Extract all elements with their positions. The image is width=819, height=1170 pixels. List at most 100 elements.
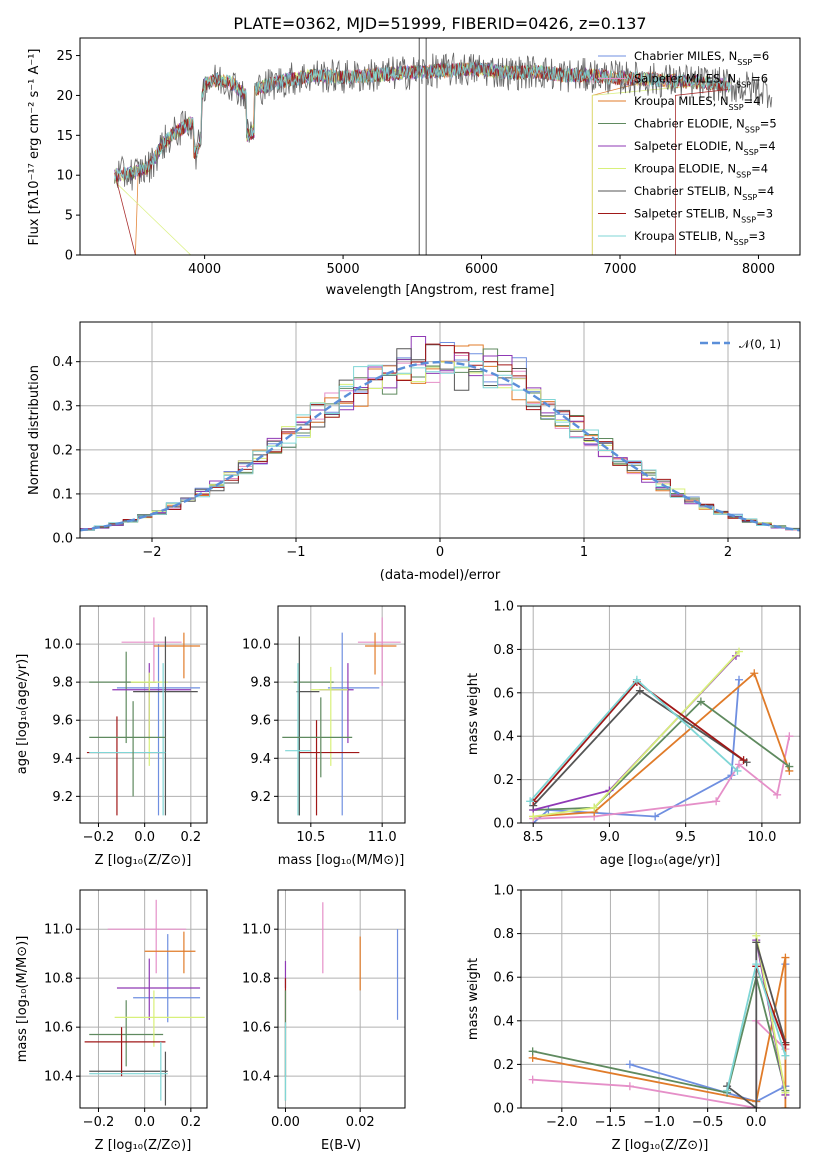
residuals-xtick-label: −2 bbox=[142, 545, 161, 560]
spectrum-xtick-label: 7000 bbox=[603, 262, 636, 277]
mw-metal-marker bbox=[528, 1075, 537, 1084]
residuals-ylabel: Normed distribution bbox=[27, 365, 42, 495]
spectrum-ytick-label: 5 bbox=[65, 209, 73, 224]
residuals-ytick-label: 0.1 bbox=[52, 487, 73, 502]
age-metal-ytick-label: 9.2 bbox=[52, 790, 73, 805]
mass-metal-ytick-label: 11.0 bbox=[44, 923, 73, 938]
mw-age-ylabel: mass weight bbox=[466, 673, 481, 755]
mw-metal-xtick-label: −2.0 bbox=[546, 1115, 578, 1130]
mw-age-ytick-label: 0.4 bbox=[493, 730, 514, 745]
age-metal-xtick-label: 0.0 bbox=[134, 830, 155, 845]
spectrum-panel: PLATE=0362, MJD=51999, FIBERID=0426, z=0… bbox=[27, 14, 801, 298]
mw-age-marker bbox=[735, 647, 744, 656]
mass-ebv-panel: 0.00 0.02 10.4 10.6 10.8 11.0 E(B-V) bbox=[242, 889, 406, 1153]
mw-age-ytick-label: 1.0 bbox=[493, 600, 514, 615]
mass-metal-xlabel: Z [log₁₀(Z/Z⊙)] bbox=[95, 1138, 192, 1153]
mw-age-xtick-label: 9.5 bbox=[675, 830, 696, 845]
age-metal-xtick-label: 0.2 bbox=[180, 830, 201, 845]
legend-label: Kroupa ELODIE, NSSP=4 bbox=[634, 162, 768, 180]
age-metal-ytick-label: 9.4 bbox=[52, 752, 73, 767]
spectrum-ytick-label: 25 bbox=[56, 49, 73, 64]
mw-age-panel: 8.5 9.0 9.5 10.0 0.0 0.2 0.4 0.6 0.8 1.0 age [log… bbox=[466, 600, 801, 868]
mw-metal-line-kroupa-miles bbox=[532, 957, 787, 1108]
mass-ebv-ytick-label: 10.6 bbox=[242, 1021, 271, 1036]
legend-label: 𝒩(0, 1) bbox=[739, 337, 781, 351]
mw-metal-series-group bbox=[528, 931, 790, 1108]
legend-label: Salpeter MILES, NSSP=6 bbox=[634, 72, 768, 90]
legend-label: Kroupa MILES, NSSP=4 bbox=[634, 94, 760, 112]
mw-age-marker bbox=[750, 669, 759, 678]
mw-age-marker bbox=[735, 760, 744, 769]
mw-metal-ytick-label: 1.0 bbox=[493, 884, 514, 899]
residuals-xtick-label: 2 bbox=[724, 545, 732, 560]
age-mass-ytick-label: 9.2 bbox=[250, 790, 271, 805]
mw-metal-frame bbox=[520, 889, 801, 1109]
residual-hist-kroupa-stelib bbox=[80, 360, 800, 532]
spectrum-xtick-label: 5000 bbox=[327, 262, 360, 277]
mass-ebv-ytick-label: 11.0 bbox=[242, 923, 271, 938]
mass-metal-ylabel: mass [log₁₀(M/M⊙)] bbox=[15, 936, 30, 1063]
mass-ebv-ytick-label: 10.4 bbox=[242, 1070, 271, 1085]
mw-metal-marker bbox=[752, 1104, 761, 1108]
mw-metal-xlabel: Z [log₁₀(Z/Z⊙)] bbox=[612, 1138, 709, 1153]
mw-metal-marker bbox=[625, 1082, 634, 1091]
mw-age-ytick-label: 0.0 bbox=[493, 817, 514, 832]
age-mass-ytick-label: 9.4 bbox=[250, 752, 271, 767]
age-mass-ytick-label: 9.6 bbox=[250, 714, 271, 729]
legend-label: Salpeter ELODIE, NSSP=4 bbox=[634, 139, 776, 157]
mw-age-marker bbox=[739, 756, 748, 765]
mw-metal-marker bbox=[781, 953, 790, 962]
mw-age-marker bbox=[785, 762, 794, 771]
mass-ebv-frame bbox=[277, 889, 406, 1109]
mw-metal-xtick-label: 0.0 bbox=[746, 1115, 767, 1130]
mw-age-series-group bbox=[526, 647, 794, 823]
mass-ebv-ytick-label: 10.8 bbox=[242, 972, 271, 987]
mass-metal-panel: −0.2 0.0 0.2 10.4 10.6 10.8 11.0 Z [log₁₀(Z/Z⊙… bbox=[15, 889, 208, 1153]
spectrum-xtick-label: 8000 bbox=[742, 262, 775, 277]
residuals-panel: 𝒩(0, 1) −2 −1 0 1 2 0.0 0.1 0.2 0.3 0.4 (data-mod… bbox=[27, 321, 801, 583]
mw-metal-xtick-label: −1.5 bbox=[595, 1115, 627, 1130]
mw-age-marker bbox=[773, 790, 782, 799]
residuals-xtick-label: 0 bbox=[436, 545, 444, 560]
mw-metal-line-chabrier-stelib bbox=[726, 942, 787, 1108]
spectrum-title: PLATE=0362, MJD=51999, FIBERID=0426, z=0… bbox=[233, 14, 646, 33]
spectrum-ytick-label: 10 bbox=[56, 169, 73, 184]
mw-metal-xtick-label: −0.5 bbox=[692, 1115, 724, 1130]
mw-metal-marker bbox=[752, 938, 761, 947]
mass-metal-ytick-label: 10.8 bbox=[44, 972, 73, 987]
residuals-ytick-label: 0.2 bbox=[52, 443, 73, 458]
mw-age-marker bbox=[735, 675, 744, 684]
mw-age-xtick-label: 9.0 bbox=[599, 830, 620, 845]
spectrum-ytick-label: 20 bbox=[56, 89, 73, 104]
legend-label: Chabrier MILES, NSSP=6 bbox=[634, 49, 769, 67]
mw-age-xtick-label: 8.5 bbox=[523, 830, 544, 845]
residuals-ytick-label: 0.4 bbox=[52, 355, 73, 370]
mass-ebv-xtick-label: 0.00 bbox=[271, 1115, 300, 1130]
mw-age-marker bbox=[526, 797, 535, 806]
residuals-xtick-label: −1 bbox=[286, 545, 305, 560]
spectrum-xtick-label: 6000 bbox=[465, 262, 498, 277]
residuals-ytick-label: 0.0 bbox=[52, 532, 73, 547]
spectrum-ytick-label: 0 bbox=[65, 249, 73, 264]
mw-metal-ytick-label: 0.4 bbox=[493, 1014, 514, 1029]
mw-age-marker bbox=[529, 812, 538, 821]
mw-metal-marker bbox=[781, 1104, 790, 1108]
mass-metal-ytick-label: 10.6 bbox=[44, 1021, 73, 1036]
mw-metal-ylabel: mass weight bbox=[466, 958, 481, 1040]
mw-metal-marker bbox=[528, 1047, 537, 1056]
mass-metal-xtick-label: −0.2 bbox=[83, 1115, 115, 1130]
mw-metal-ytick-label: 0.8 bbox=[493, 927, 514, 942]
mw-age-marker bbox=[696, 697, 705, 706]
spectrum-series-group bbox=[114, 38, 773, 255]
mass-metal-series-group bbox=[84, 899, 205, 1106]
mass-ebv-xlabel: E(B-V) bbox=[321, 1138, 361, 1153]
age-mass-xtick-label: 11.0 bbox=[368, 830, 397, 845]
mass-ebv-xtick-label: 0.02 bbox=[346, 1115, 375, 1130]
spectrum-frame bbox=[79, 37, 801, 256]
mw-age-marker bbox=[785, 732, 794, 741]
mw-metal-marker bbox=[781, 1088, 790, 1097]
mw-age-marker bbox=[632, 675, 641, 684]
age-metal-ytick-label: 10.0 bbox=[44, 638, 73, 653]
age-metal-xtick-label: −0.2 bbox=[83, 830, 115, 845]
mw-age-frame bbox=[520, 605, 801, 824]
